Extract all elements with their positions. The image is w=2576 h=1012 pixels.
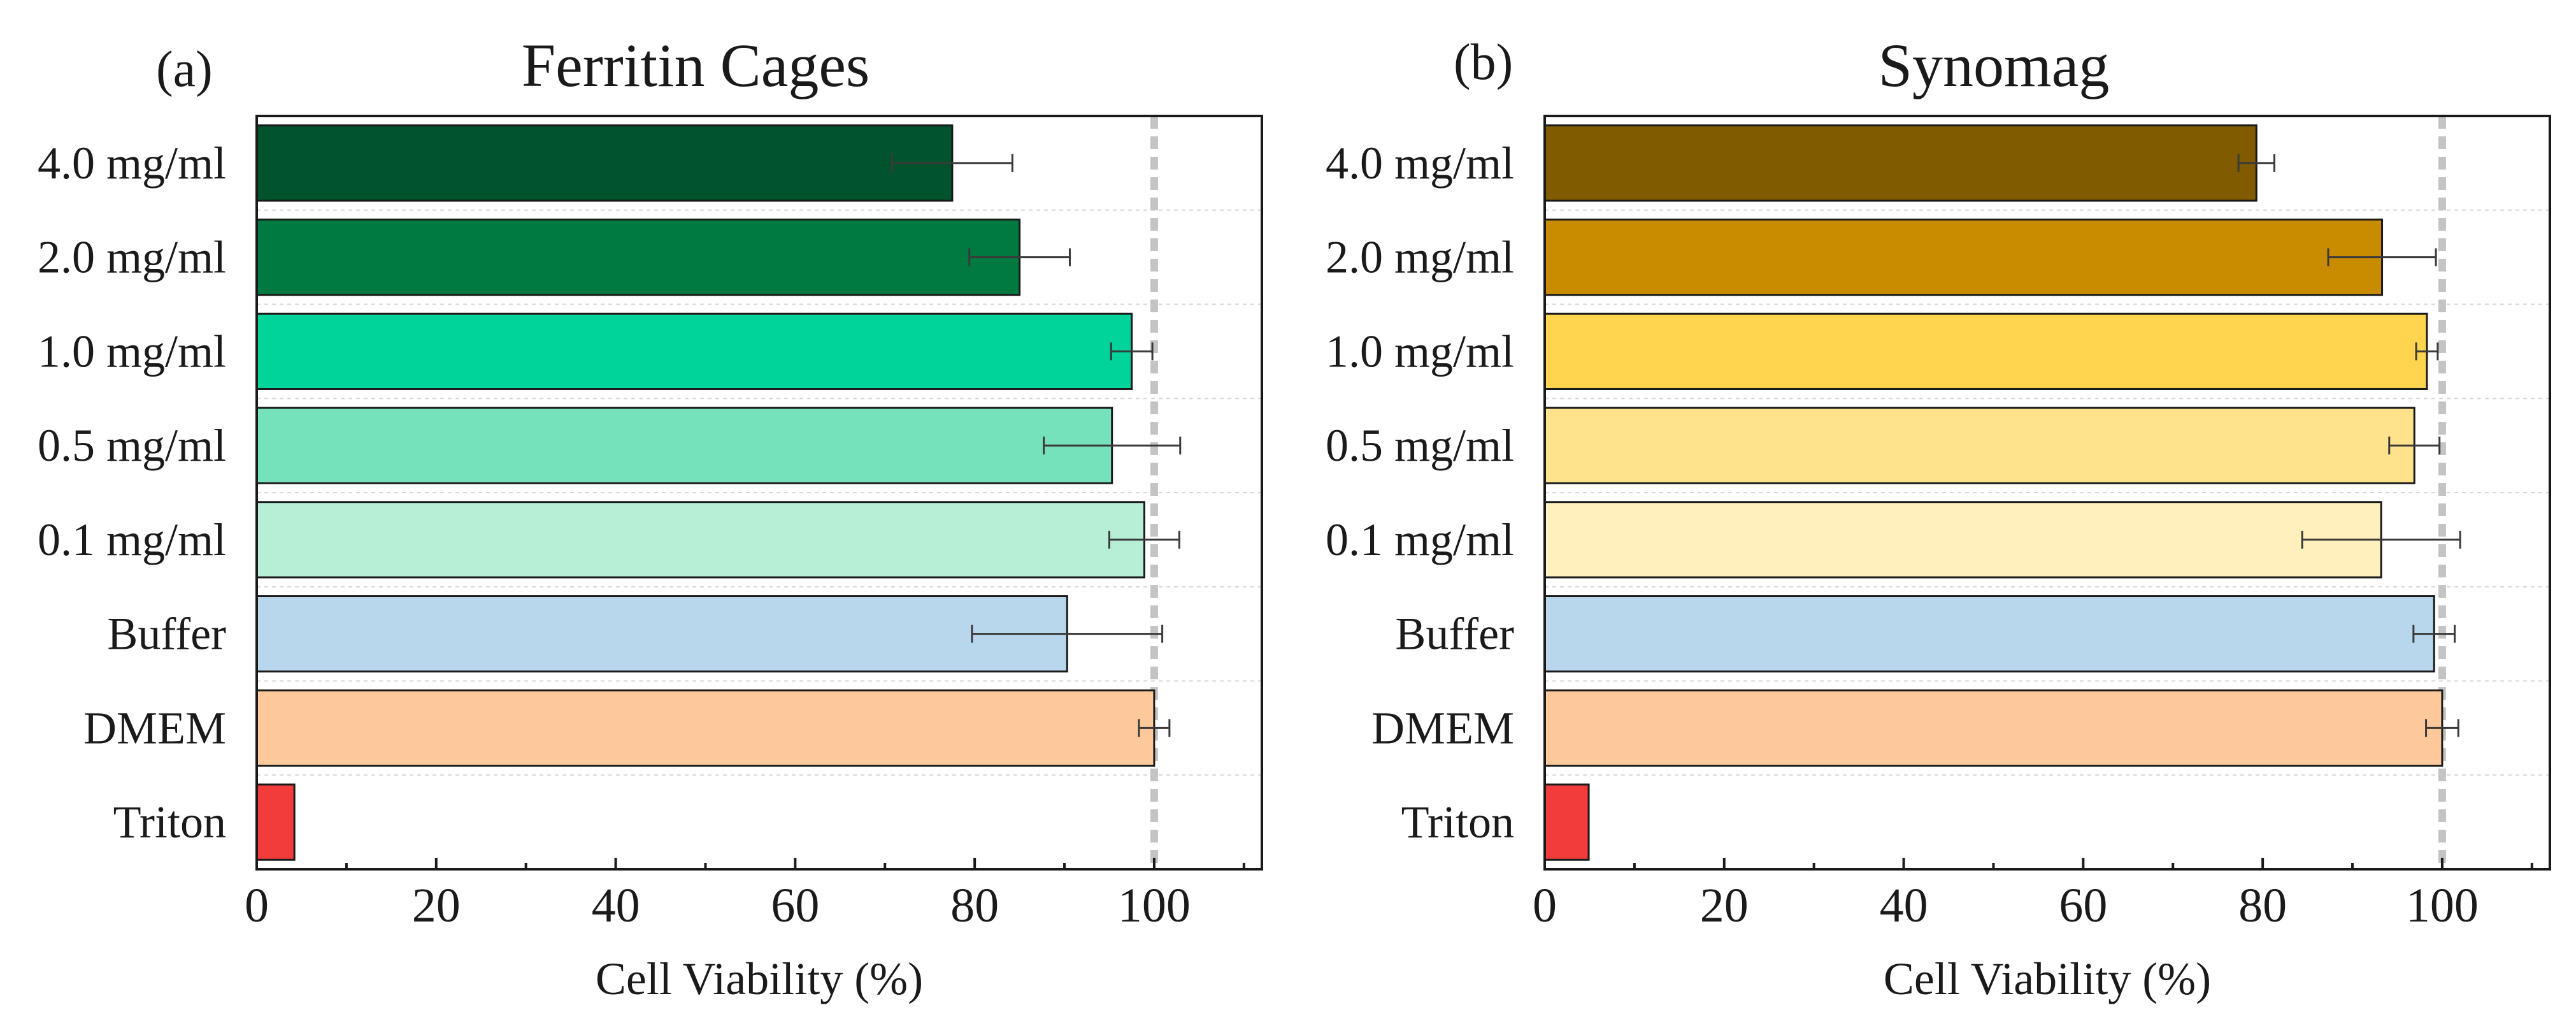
error-bar [2237, 154, 2275, 172]
category-label: Buffer [1395, 609, 1514, 660]
category-label: 0.1 mg/ml [1326, 514, 1514, 565]
category-label: 4.0 mg/ml [1326, 138, 1514, 189]
x-tick-label: 100 [1118, 879, 1191, 932]
category-label: Triton [113, 797, 226, 848]
x-tick-label: 40 [1880, 879, 1928, 932]
bar-dmem [255, 689, 1156, 767]
bar-0-1-mg-ml [1543, 501, 2382, 579]
category-label: 2.0 mg/ml [1326, 232, 1514, 283]
x-tick-label: 60 [771, 879, 819, 932]
bar-buffer [255, 595, 1068, 673]
error-bar [1138, 719, 1171, 737]
bar-0-1-mg-ml [255, 501, 1145, 579]
category-label: Buffer [107, 609, 226, 660]
x-tick-label: 80 [2238, 879, 2287, 932]
chart-title-b: Synomag [1878, 31, 2110, 99]
category-label: 4.0 mg/ml [38, 138, 226, 189]
bar-triton [255, 783, 296, 861]
plot-frame-b [1543, 115, 2551, 871]
category-label: 0.1 mg/ml [38, 514, 226, 565]
panel-ferritin-cages: (a) Ferritin Cages 4.0 mg/ml 2.0 mg/ml 1.0… [38, 31, 1263, 1004]
bar-4-0-mg-ml [1543, 124, 2258, 202]
error-bar [2301, 530, 2461, 549]
category-label: 0.5 mg/ml [38, 420, 226, 471]
x-tick-label: 100 [2406, 879, 2479, 932]
panel-synomag: (b) Synomag 4.0 mg/ml 2.0 mg/ml 1.0 mg/ml 0… [1326, 31, 2551, 1004]
bar-0-5-mg-ml [1543, 407, 2415, 484]
bar-2-0-mg-ml [1543, 219, 2384, 296]
category-label: 0.5 mg/ml [1326, 420, 1514, 471]
category-label: 1.0 mg/ml [38, 326, 226, 377]
bar-1-0-mg-ml [1543, 312, 2428, 390]
error-bar [2412, 625, 2456, 643]
chart-title-a: Ferritin Cages [522, 31, 870, 99]
bar-triton [1543, 783, 1590, 861]
error-bar [971, 625, 1164, 643]
x-tick-label: 20 [412, 879, 461, 932]
error-bar [1110, 342, 1154, 361]
error-bar [1108, 530, 1180, 549]
error-bar [891, 154, 1013, 172]
error-bar [2327, 248, 2437, 266]
plot-frame-a [255, 115, 1263, 871]
category-label: Triton [1401, 797, 1514, 848]
x-tick-label: 80 [950, 879, 999, 932]
bar-1-0-mg-ml [255, 312, 1133, 390]
category-label: DMEM [83, 702, 226, 753]
error-bar [2388, 437, 2441, 455]
panel-label-a: (a) [156, 41, 213, 98]
bar-buffer [1543, 595, 2435, 673]
x-axis-title-b: Cell Viability (%) [1884, 953, 2211, 1004]
x-tick-label: 20 [1700, 879, 1749, 932]
category-label: DMEM [1371, 702, 1514, 753]
bar-0-5-mg-ml [255, 407, 1113, 484]
category-label: 2.0 mg/ml [38, 232, 226, 283]
error-bar [968, 248, 1071, 266]
x-tick-label: 0 [245, 879, 269, 932]
x-axis-title-a: Cell Viability (%) [596, 953, 923, 1004]
error-bar [2425, 719, 2459, 737]
x-tick-label: 60 [2059, 879, 2107, 932]
x-tick-label: 0 [1533, 879, 1557, 932]
bar-dmem [1543, 689, 2444, 767]
x-tick-label: 40 [592, 879, 640, 932]
error-bar [1043, 437, 1182, 455]
bar-2-0-mg-ml [255, 219, 1021, 296]
category-label: 1.0 mg/ml [1326, 326, 1514, 377]
panel-label-b: (b) [1454, 34, 1513, 90]
bar-4-0-mg-ml [255, 124, 954, 202]
error-bar [2415, 342, 2439, 361]
